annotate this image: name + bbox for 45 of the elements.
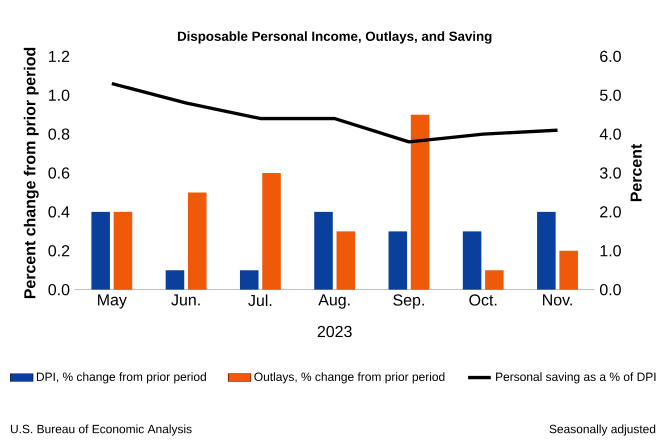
bar: [314, 212, 333, 290]
y-tick-label: 1.2: [49, 50, 70, 62]
y-tick-label: 0.8: [48, 128, 70, 140]
legend-label: DPI, % change from prior period: [36, 372, 206, 384]
y2-axis-title: Percent: [630, 144, 642, 202]
x-tick-label: Jun.: [171, 294, 200, 306]
bar: [166, 270, 184, 290]
y-tick-label: 1.0: [49, 90, 70, 101]
legend-label: Outlays, % change from prior period: [254, 372, 444, 384]
y2-tick-label: 4.0: [600, 128, 621, 140]
y2-tick-label: 1.0: [600, 245, 621, 256]
x-axis-title: 2023: [318, 326, 352, 338]
y2-tick-label: 5.0: [600, 90, 621, 101]
x-tick-label: Jul.: [248, 294, 272, 306]
bar: [559, 250, 578, 290]
legend-label: Personal saving as a % of DPI: [496, 372, 656, 384]
bar: [262, 173, 281, 290]
text: U.S. Bureau of Economic Analysis: [10, 424, 192, 436]
bar: [188, 192, 207, 290]
bar: [91, 212, 110, 290]
bar: [388, 231, 408, 290]
bar: [485, 270, 504, 290]
y-tick-label: 0.2: [48, 245, 70, 256]
x-tick-label: Aug.: [318, 294, 350, 309]
bar: [240, 270, 259, 290]
y-tick-label: 0.6: [48, 167, 70, 179]
bar: [537, 212, 556, 290]
bar: [410, 114, 430, 290]
y-tick-label: 0.4: [48, 206, 70, 218]
x-tick-label: May: [98, 294, 127, 309]
y2-tick-label: 0.0: [600, 284, 621, 296]
text: Seasonally adjusted: [550, 424, 656, 436]
line-series: [110, 82, 560, 144]
x-tick-label: Oct.: [469, 294, 496, 306]
y-axis-title: Percent change from prior period: [24, 48, 39, 298]
chart-title: Disposable Personal Income, Outlays, and Saving: [178, 31, 492, 44]
bar: [114, 212, 132, 290]
bar: [462, 231, 482, 290]
y-tick-label: 0.0: [48, 284, 70, 296]
y2-tick-label: 2.0: [600, 206, 621, 218]
y2-tick-label: 6.0: [600, 50, 621, 62]
x-tick-label: Nov.: [543, 294, 572, 306]
x-tick-label: Sep.: [393, 294, 424, 309]
y2-tick-label: 3.0: [600, 167, 621, 179]
bar: [336, 231, 356, 290]
